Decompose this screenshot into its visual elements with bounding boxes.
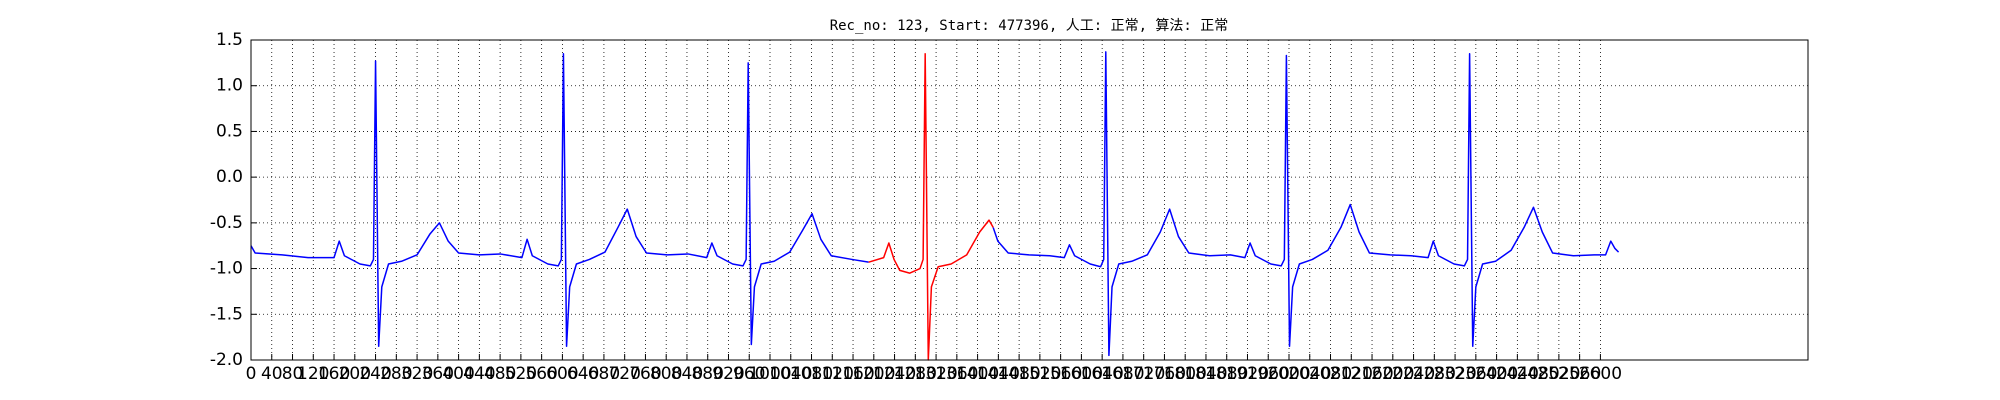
- x-tick-label: 760: [629, 364, 661, 384]
- x-tick-label: 280: [380, 364, 412, 384]
- x-tick-label: 1440: [977, 364, 1020, 384]
- x-tick-label: 2240: [1392, 364, 1435, 384]
- y-tick-label: -1.0: [210, 259, 243, 279]
- x-tick-label: 2120: [1330, 364, 1373, 384]
- x-tick-label: 1480: [997, 364, 1040, 384]
- x-tick-label: 440: [463, 364, 495, 384]
- x-tick-label: 1040: [769, 364, 812, 384]
- x-tick-label: 1280: [894, 364, 937, 384]
- x-tick-label: 2560: [1558, 364, 1601, 384]
- x-tick-label: 1720: [1122, 364, 1165, 384]
- x-tick-label: 2040: [1288, 364, 1331, 384]
- x-tick-label: 2160: [1350, 364, 1393, 384]
- x-tick-label: 2200: [1371, 364, 1414, 384]
- x-tick-label: 1320: [914, 364, 957, 384]
- y-tick-label: 1.0: [216, 76, 243, 96]
- x-tick-label: 1240: [873, 364, 916, 384]
- x-tick-label: 400: [442, 364, 474, 384]
- x-tick-label: 640: [567, 364, 599, 384]
- x-tick-label: 1120: [811, 364, 854, 384]
- x-tick-label: 2000: [1267, 364, 1310, 384]
- x-tick-label: 2400: [1475, 364, 1518, 384]
- x-tick-label: 2080: [1309, 364, 1352, 384]
- x-tick-label: 1800: [1164, 364, 1207, 384]
- x-tick-label: 1840: [1184, 364, 1227, 384]
- x-tick-label: 880: [691, 364, 723, 384]
- ecg-line: [868, 52, 994, 361]
- ecg-line: [250, 51, 1620, 357]
- x-tick-label: 1880: [1205, 364, 1248, 384]
- x-tick-label: 1000: [748, 364, 791, 384]
- x-tick-label: 2360: [1454, 364, 1497, 384]
- x-tick-label: 1680: [1101, 364, 1144, 384]
- plot-frame: [250, 39, 1809, 361]
- x-tick-label: 2600: [1579, 364, 1622, 384]
- x-tick-label: 360: [422, 364, 454, 384]
- x-tick-label: 1760: [1143, 364, 1186, 384]
- x-tick-label: 1080: [790, 364, 833, 384]
- x-tick-label: 960: [733, 364, 765, 384]
- x-tick-label: 0: [246, 364, 257, 384]
- y-tick-label: -0.5: [210, 213, 243, 233]
- x-tick-label: 1160: [831, 364, 874, 384]
- x-tick-label: 800: [650, 364, 682, 384]
- y-tick-label: -1.5: [210, 304, 243, 324]
- x-tick-label: 720: [608, 364, 640, 384]
- y-tick-label: 0.0: [216, 167, 243, 187]
- x-tick-label: 1640: [1081, 364, 1124, 384]
- chart-title: Rec_no: 123, Start: 477396, 人工: 正常, 算法: …: [830, 18, 1229, 34]
- x-tick-label: 2440: [1496, 364, 1539, 384]
- x-tick-label: 320: [401, 364, 433, 384]
- x-tick-label: 1520: [1018, 364, 1061, 384]
- x-tick-label: 40: [261, 364, 283, 384]
- y-tick-label: -2.0: [210, 350, 243, 370]
- x-tick-label: 920: [712, 364, 744, 384]
- x-tick-label: 1360: [935, 364, 978, 384]
- x-tick-label: 240: [359, 364, 391, 384]
- x-tick-label: 600: [546, 364, 578, 384]
- x-tick-label: 1560: [1039, 364, 1082, 384]
- x-tick-label: 480: [484, 364, 516, 384]
- x-tick-label: 560: [525, 364, 557, 384]
- y-tick-label: 0.5: [216, 121, 243, 141]
- x-tick-label: 1920: [1226, 364, 1269, 384]
- x-tick-label: 1960: [1247, 364, 1290, 384]
- x-tick-label: 2280: [1413, 364, 1456, 384]
- x-tick-label: 120: [297, 364, 329, 384]
- x-tick-label: 1200: [852, 364, 895, 384]
- x-tick-label: 1400: [956, 364, 999, 384]
- x-tick-label: 2480: [1516, 364, 1559, 384]
- x-tick-label: 200: [339, 364, 371, 384]
- y-tick-label: 1.5: [216, 30, 243, 50]
- x-tick-label: 80: [282, 364, 304, 384]
- x-tick-label: 2320: [1433, 364, 1476, 384]
- x-tick-label: 680: [588, 364, 620, 384]
- x-tick-label: 1600: [1060, 364, 1103, 384]
- x-tick-label: 160: [318, 364, 350, 384]
- x-tick-label: 840: [671, 364, 703, 384]
- x-tick-label: 520: [505, 364, 537, 384]
- x-tick-label: 2520: [1537, 364, 1580, 384]
